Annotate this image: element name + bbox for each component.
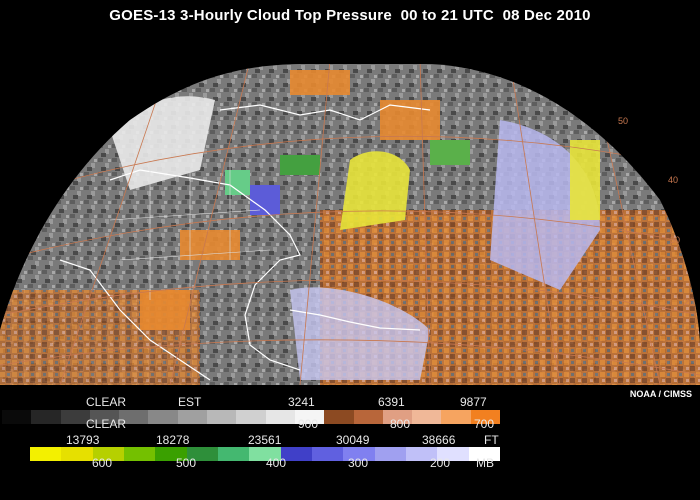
- legend-low-swatch: [382, 410, 413, 424]
- legend-high-swatch: [155, 447, 187, 461]
- grid-label-50: 50: [618, 116, 628, 126]
- legend-mb-200: 200: [430, 456, 451, 470]
- legend-low-swatch: [236, 410, 266, 424]
- orange-cloud-cell-3: [140, 290, 190, 330]
- green-cloud-cell-2: [280, 155, 320, 175]
- legend-mb-700: 700: [474, 417, 495, 431]
- legend-mb-300: 300: [348, 456, 369, 470]
- legend-low-swatch: [324, 410, 354, 424]
- legend-high-swatch: [374, 447, 406, 461]
- map-canvas: 50 40 30 20: [0, 64, 700, 385]
- legend-low-swatch: [119, 410, 149, 424]
- legend-low-swatch: [89, 410, 120, 424]
- legend-low-swatch: [31, 410, 61, 424]
- yellow-cloud-patch: [340, 151, 410, 230]
- legend-mb-500: 500: [176, 456, 197, 470]
- legend-low-swatch: [148, 410, 178, 424]
- orange-cloud-cell-2: [380, 100, 440, 140]
- legend-ft-3241: 3241: [288, 395, 315, 409]
- yellow-cloud-cell: [570, 140, 600, 220]
- legend-low-swatch: [470, 410, 501, 424]
- legend-high-swatch: [30, 447, 62, 461]
- legend-ft-38666: 38666: [422, 433, 456, 447]
- credit-label: NOAA / CIMSS: [629, 389, 692, 399]
- legend-ft-13793: 13793: [66, 433, 100, 447]
- coastline-mexico: [59, 259, 211, 381]
- legend-low-swatch: [353, 410, 383, 424]
- legend-mb-600: 600: [92, 456, 113, 470]
- legend-low-swatch: [177, 410, 208, 424]
- legend-high-swatch: [61, 447, 93, 461]
- caribbean-cloud: [290, 287, 430, 380]
- legend-high-swatch: [249, 447, 281, 461]
- legend-ft-18278: 18278: [156, 433, 190, 447]
- legend-ft-30049: 30049: [336, 433, 370, 447]
- state-borders: [109, 150, 271, 300]
- legend-low-swatch: [265, 410, 295, 424]
- legend-mb-800: 800: [390, 417, 411, 431]
- legend-ft-unit: FT: [484, 433, 499, 447]
- grid-label-30: 30: [670, 235, 680, 245]
- legend-est-label: EST: [178, 395, 202, 409]
- legend-low-swatch: [2, 410, 32, 424]
- legend-high-swatch: [311, 447, 344, 461]
- legend-mb-400: 400: [266, 456, 287, 470]
- legend-mb-unit: MB: [476, 456, 494, 470]
- legend-low-swatch: [412, 410, 442, 424]
- legend-high-swatch: [405, 447, 438, 461]
- legend-bar-low: [2, 410, 501, 424]
- legend-clear-label: CLEAR: [86, 395, 127, 409]
- grid-label-20: 20: [684, 297, 694, 307]
- legend-low-swatch: [207, 410, 237, 424]
- legend-high-swatch: [123, 447, 156, 461]
- page-title: GOES-13 3-Hourly Cloud Top Pressure 00 t…: [109, 7, 591, 24]
- legend-high-swatch: [186, 447, 218, 461]
- legend-clear-label-2: CLEAR: [86, 417, 127, 431]
- latlon-grid: [0, 64, 700, 385]
- legend-ft-23561: 23561: [248, 433, 282, 447]
- legend-high-swatch: [468, 447, 500, 461]
- satellite-map: 50 40 30 20: [0, 60, 700, 385]
- color-legend: CLEAR EST 3241 6391 9877 CLEAR 900 800 7…: [0, 386, 520, 500]
- legend-high-swatch: [217, 447, 250, 461]
- legend-low-swatch: [294, 410, 325, 424]
- legend-ft-6391: 6391: [378, 395, 405, 409]
- legend-ft-9877: 9877: [460, 395, 487, 409]
- legend-high-swatch: [437, 447, 469, 461]
- legend-mb-900: 900: [298, 417, 319, 431]
- legend-high-swatch: [280, 447, 312, 461]
- coastline-cuba: [289, 309, 421, 331]
- green-cloud-cell-3: [430, 140, 470, 165]
- legend-low-swatch: [60, 410, 90, 424]
- northwest-high-cloud: [110, 96, 215, 190]
- legend-low-swatch: [441, 410, 471, 424]
- legend-high-swatch: [343, 447, 375, 461]
- earth-disk: [0, 64, 700, 385]
- legend-bar-high: [30, 447, 500, 461]
- green-cloud-cell: [225, 170, 250, 195]
- orange-cloud-cell-4: [290, 70, 350, 95]
- legend-high-swatch: [92, 447, 124, 461]
- coastline-canada: [219, 104, 431, 121]
- grid-label-40: 40: [668, 175, 678, 185]
